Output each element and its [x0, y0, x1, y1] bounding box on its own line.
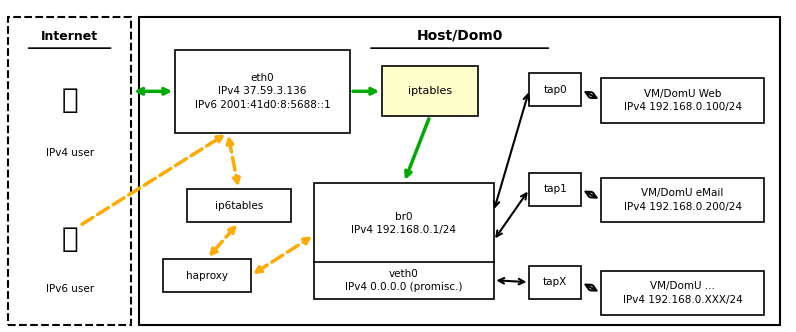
FancyBboxPatch shape — [314, 183, 494, 299]
FancyBboxPatch shape — [529, 266, 581, 299]
Text: 🐶: 🐶 — [61, 225, 78, 253]
FancyBboxPatch shape — [175, 50, 350, 133]
FancyBboxPatch shape — [601, 178, 764, 222]
FancyBboxPatch shape — [601, 271, 764, 315]
Text: Internet: Internet — [41, 30, 98, 43]
FancyBboxPatch shape — [382, 66, 478, 116]
FancyBboxPatch shape — [529, 173, 581, 206]
Text: 🐰: 🐰 — [61, 86, 78, 114]
Text: haproxy: haproxy — [186, 271, 228, 281]
FancyBboxPatch shape — [8, 17, 131, 325]
FancyBboxPatch shape — [163, 259, 251, 292]
FancyBboxPatch shape — [139, 17, 780, 325]
Text: veth0
IPv4 0.0.0.0 (promisc.): veth0 IPv4 0.0.0.0 (promisc.) — [345, 269, 462, 292]
Text: ip6tables: ip6tables — [215, 201, 263, 211]
Text: tap1: tap1 — [544, 184, 567, 194]
FancyBboxPatch shape — [601, 78, 764, 123]
Text: Host/Dom0: Host/Dom0 — [416, 28, 503, 42]
Text: VM/DomU eMail
IPv4 192.168.0.200/24: VM/DomU eMail IPv4 192.168.0.200/24 — [623, 189, 742, 211]
Text: VM/DomU Web
IPv4 192.168.0.100/24: VM/DomU Web IPv4 192.168.0.100/24 — [623, 89, 742, 112]
Text: tap0: tap0 — [544, 85, 567, 95]
Text: IPv6 user: IPv6 user — [45, 284, 94, 294]
Text: eth0
IPv4 37.59.3.136
IPv6 2001:41d0:8:5688::1: eth0 IPv4 37.59.3.136 IPv6 2001:41d0:8:5… — [195, 73, 330, 110]
Text: iptables: iptables — [408, 86, 452, 96]
Text: tapX: tapX — [543, 277, 568, 287]
Text: VM/DomU ...
IPv4 192.168.0.XXX/24: VM/DomU ... IPv4 192.168.0.XXX/24 — [622, 282, 743, 304]
FancyBboxPatch shape — [187, 189, 291, 222]
Text: IPv4 user: IPv4 user — [45, 148, 94, 158]
FancyBboxPatch shape — [529, 73, 581, 106]
Text: br0
IPv4 192.168.0.1/24: br0 IPv4 192.168.0.1/24 — [352, 212, 456, 235]
